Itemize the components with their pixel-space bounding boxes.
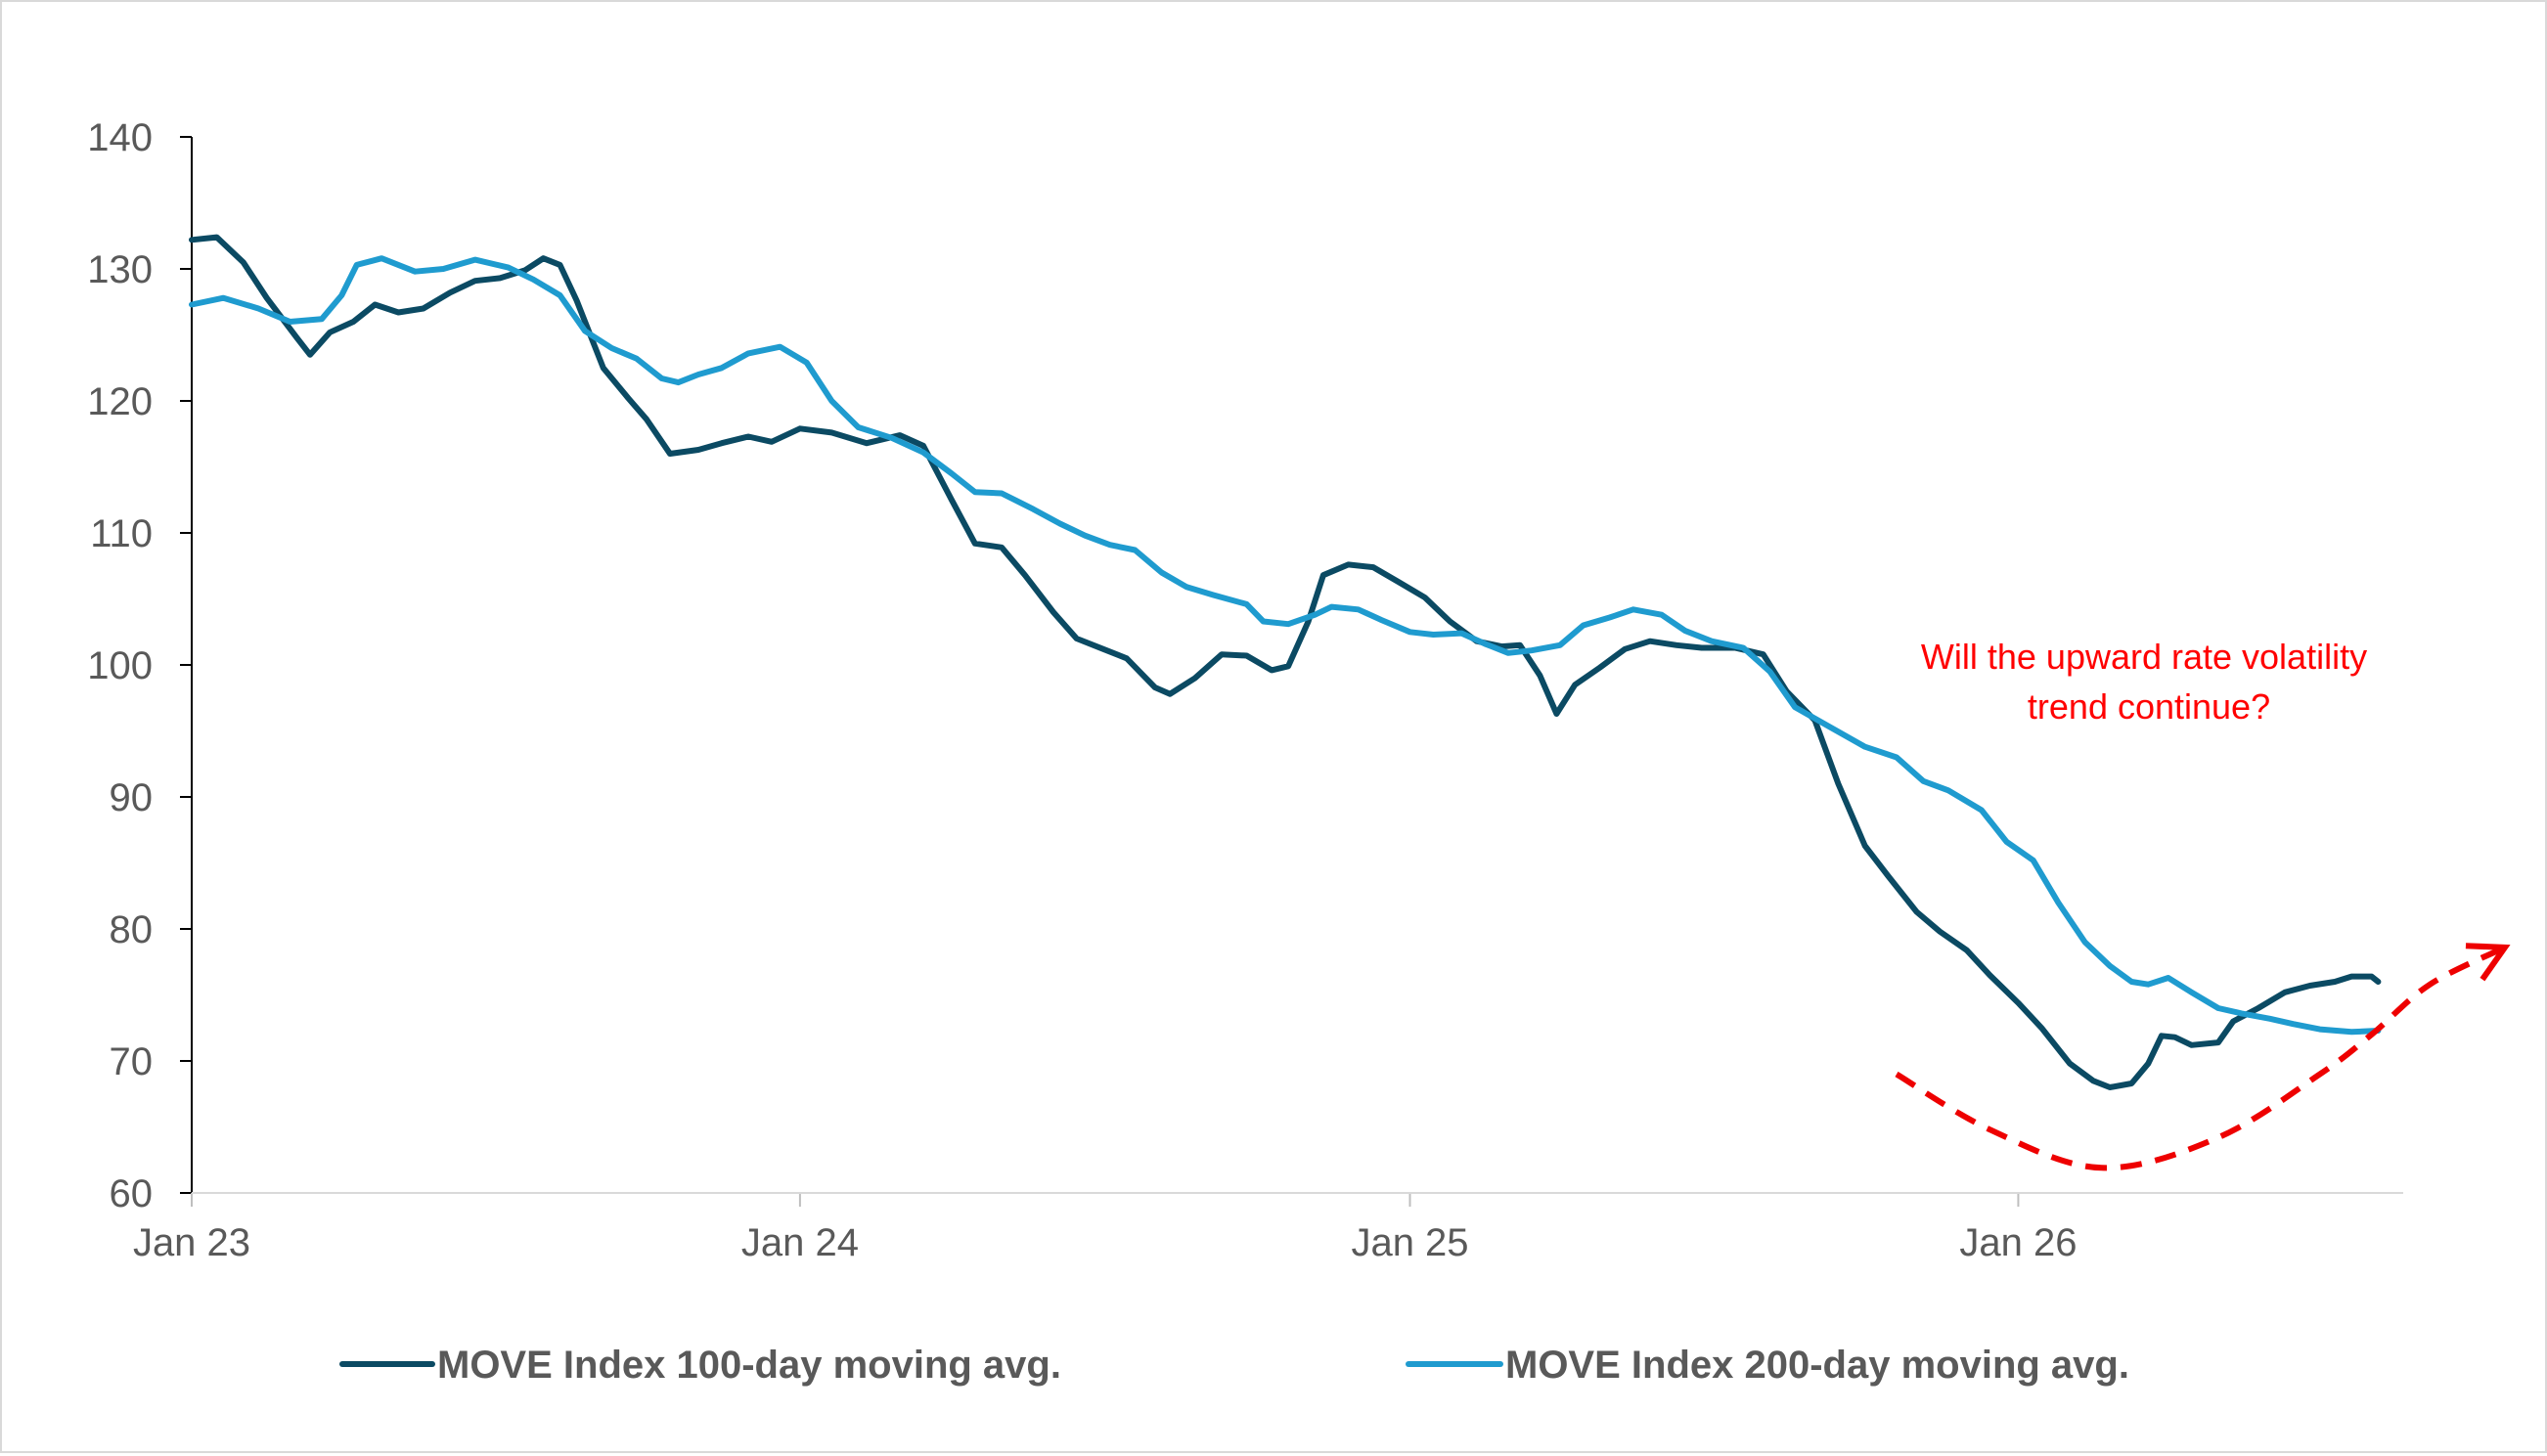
x-tick-label: Jan 26 [1959,1221,2077,1264]
dashed-arrow [1895,943,2511,1171]
legend-label-200day: MOVE Index 200-day moving avg. [1505,1344,2129,1387]
y-tick-label: 70 [110,1040,154,1083]
series-line-100day [189,234,2382,1090]
y-axis: 60 70 80 90 100 110 120 130 140 [87,116,192,1215]
y-tick-label: 80 [110,908,154,951]
legend: MOVE Index 100-day moving avg. MOVE Inde… [339,1344,2129,1387]
y-tick-label: 140 [87,116,153,159]
annotation-text: Will the upward rate volatility trend co… [1921,637,2377,727]
y-tick-label: 120 [87,380,153,423]
series-line-200day [189,255,2382,1036]
y-tick-label: 90 [110,776,154,819]
dashed-arrow-head [2465,943,2511,982]
legend-label-100day: MOVE Index 100-day moving avg. [437,1344,1061,1387]
x-tick-label: Jan 25 [1351,1221,1468,1264]
legend-item-100day: MOVE Index 100-day moving avg. [339,1344,1061,1387]
x-axis: Jan 23 Jan 24 Jan 25 Jan 26 [133,1193,2077,1264]
y-tick-label: 110 [90,512,153,555]
y-tick-label: 130 [87,248,153,291]
series-layer [189,234,2382,1090]
annotation-line-2: trend continue? [2028,686,2270,727]
y-tick-label: 60 [110,1172,154,1215]
x-tick-label: Jan 24 [741,1221,859,1264]
legend-item-200day: MOVE Index 200-day moving avg. [1406,1344,2129,1387]
annotation-line-1: Will the upward rate volatility [1921,637,2367,677]
dashed-arrow-curve [1895,945,2507,1171]
y-tick-label: 100 [87,644,153,687]
x-tick-label: Jan 23 [133,1221,250,1264]
